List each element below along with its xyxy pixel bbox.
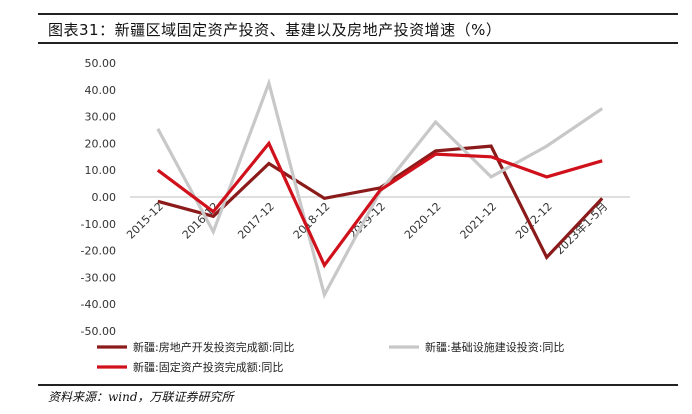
y-tick-label: -30.00 [81, 271, 116, 284]
top-rule [38, 13, 678, 15]
x-tick-label: 2023年1-5月 [552, 199, 610, 257]
y-tick-label: 0.00 [92, 191, 117, 204]
x-tick-label: 2020-12 [402, 200, 444, 242]
y-tick-label: -40.00 [81, 298, 116, 311]
y-tick-label: 40.00 [85, 84, 117, 97]
legend-label: 新疆:基础设施建设投资:同比 [425, 340, 564, 354]
chart-title: 图表31：新疆区域固定资产投资、基建以及房地产投资增速（%） [48, 21, 502, 39]
legend-label: 新疆:固定资产投资完成额:同比 [133, 360, 283, 374]
y-tick-label: -20.00 [81, 245, 116, 258]
bottom-rule [38, 384, 678, 386]
x-tick-label: 2017-12 [235, 200, 277, 242]
source-note: 资料来源：wind，万联证券研究所 [48, 390, 234, 404]
series-line-3 [156, 140, 603, 269]
y-tick-label: 30.00 [85, 111, 117, 124]
x-tick-label: 2021-12 [458, 200, 500, 242]
y-tick-label: -50.00 [81, 325, 116, 338]
y-tick-label: 10.00 [85, 164, 117, 177]
title-bar: 图表31：新疆区域固定资产投资、基建以及房地产投资增速（%） [38, 13, 678, 43]
legend-label: 新疆:房地产开发投资完成额:同比 [133, 340, 294, 354]
title-rule [38, 42, 678, 44]
series-line-1 [157, 144, 604, 261]
y-tick-label: 50.00 [85, 57, 117, 70]
x-tick-label: 2015-12 [124, 200, 166, 242]
y-tick-label: 20.00 [85, 137, 117, 150]
x-tick-label: 2022-12 [513, 200, 555, 242]
y-tick-label: -10.00 [81, 218, 116, 231]
